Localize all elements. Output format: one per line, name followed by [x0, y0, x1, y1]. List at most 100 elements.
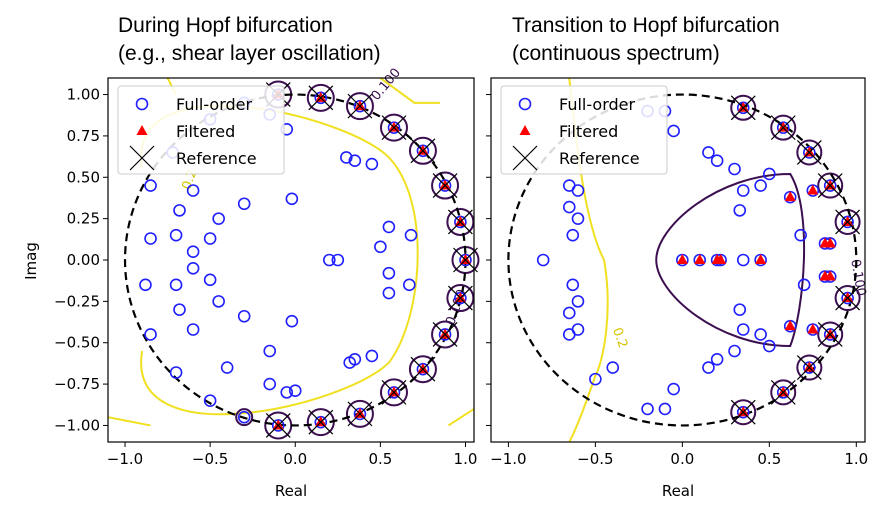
- reference-point: [817, 173, 843, 198]
- full-order-point: [374, 240, 387, 254]
- legend-label: Filtered: [176, 122, 235, 141]
- full-order-point: [566, 228, 580, 242]
- contour-ring: [379, 378, 408, 407]
- legend-box: [500, 85, 668, 175]
- full-order-point: [763, 167, 776, 181]
- filtered-point: [417, 363, 429, 374]
- x-tick-label: 1.0: [454, 450, 478, 468]
- full-order-point: [340, 151, 353, 164]
- contour-ring: [345, 399, 374, 428]
- left-panel-legend: Full-order Filtered Reference: [117, 85, 285, 175]
- filtered-point: [417, 144, 429, 155]
- y-tick-label: −0.25: [54, 292, 100, 310]
- full-order-point: [144, 179, 157, 192]
- full-order-point: [754, 328, 767, 341]
- full-order-point: [220, 361, 234, 374]
- filtered-point: [777, 386, 789, 397]
- contour-ring: [817, 172, 844, 199]
- x-tick-label: 0.0: [283, 450, 307, 468]
- full-order-point: [571, 184, 585, 197]
- full-order-point: [763, 339, 776, 353]
- full-order-point: [736, 323, 750, 336]
- contour-ring: [730, 94, 757, 121]
- right-panel-ticks: −1.0 −0.5 0.0 0.5 1.0: [486, 94, 868, 468]
- full-order-point: [566, 278, 580, 292]
- full-order-point: [186, 245, 200, 259]
- left-panel-xlabel: Real: [275, 482, 307, 500]
- full-order-point: [348, 154, 362, 168]
- full-order-point: [212, 295, 225, 308]
- filtered-point: [824, 237, 836, 248]
- x-tick-label: 0.0: [670, 450, 694, 468]
- filtered-point: [824, 179, 836, 190]
- reference-point: [308, 85, 334, 111]
- filtered-point: [715, 254, 727, 264]
- x-tick-label: 0.5: [757, 450, 781, 468]
- contour-ring: [770, 114, 797, 141]
- filtered-point: [807, 184, 819, 195]
- right-panel-title-line2: (continuous spectrum): [512, 42, 720, 65]
- legend-reference-marker: [129, 145, 155, 171]
- reference-point: [265, 413, 291, 438]
- contour-ring: [431, 320, 460, 349]
- filtered-point: [737, 406, 749, 417]
- filtered-point: [824, 328, 836, 339]
- contour-label: 0.100: [847, 258, 868, 297]
- full-order-point: [710, 352, 724, 366]
- full-order-point: [237, 197, 251, 211]
- filtered-point: [842, 215, 854, 226]
- full-order-point: [288, 384, 302, 398]
- reference-point: [381, 115, 407, 141]
- contour-ring: [345, 92, 374, 121]
- y-tick-label: −0.50: [54, 334, 100, 352]
- full-order-point: [331, 253, 345, 267]
- contour-label: 0.100: [369, 66, 404, 104]
- legend-reference-marker: [512, 145, 538, 171]
- full-order-point: [203, 232, 217, 245]
- full-order-point: [263, 377, 277, 391]
- full-order-point: [280, 386, 294, 399]
- reference-point: [447, 209, 473, 235]
- filtered-point: [439, 179, 451, 190]
- full-order-point: [365, 157, 379, 171]
- unit-circle: [507, 93, 858, 427]
- full-order-point: [736, 184, 750, 197]
- legend-full-order-marker: [135, 97, 149, 111]
- full-order-point: [641, 402, 654, 416]
- full-order-point: [285, 192, 299, 206]
- left-panel-ticks: −1.0 −0.5 0.0 0.5 1.0 1.00 0.75 0.50 0.25 0.00 −0.…: [54, 86, 477, 468]
- full-order-point: [186, 184, 200, 197]
- contour-label: 0.2: [609, 326, 630, 351]
- full-order-point: [797, 278, 811, 292]
- right-panel-plot: [507, 93, 861, 427]
- reference-point: [835, 285, 861, 311]
- full-order-point: [173, 303, 186, 316]
- full-order-point: [323, 253, 336, 267]
- contour-ring: [834, 285, 861, 312]
- full-order-point: [589, 372, 602, 386]
- reference-point: [308, 409, 334, 435]
- contour-purple-lobe: [655, 172, 806, 348]
- contour-ring: [431, 171, 460, 200]
- reference-point: [432, 322, 458, 347]
- contour-ring: [408, 355, 437, 384]
- y-tick-label: −0.75: [54, 375, 100, 393]
- full-order-point: [382, 286, 396, 300]
- filtered-point: [272, 419, 284, 430]
- full-order-point: [382, 266, 396, 280]
- filtered-point: [388, 121, 400, 132]
- left-panel-title-line2: (e.g., shear layer oscillation): [118, 42, 381, 65]
- full-order-point: [710, 154, 724, 168]
- filtered-point: [454, 215, 466, 226]
- filtered-point: [676, 254, 688, 264]
- x-tick-label: −0.5: [577, 450, 613, 468]
- full-order-point: [728, 344, 741, 358]
- full-order-point: [169, 278, 183, 292]
- full-order-point: [186, 261, 200, 275]
- filtered-point: [354, 100, 366, 111]
- filtered-point: [784, 320, 796, 331]
- right-panel-legend: Full-order Filtered Reference: [500, 85, 668, 175]
- legend-label: Full-order: [559, 95, 636, 114]
- full-order-point: [404, 228, 418, 242]
- full-order-point: [237, 309, 251, 323]
